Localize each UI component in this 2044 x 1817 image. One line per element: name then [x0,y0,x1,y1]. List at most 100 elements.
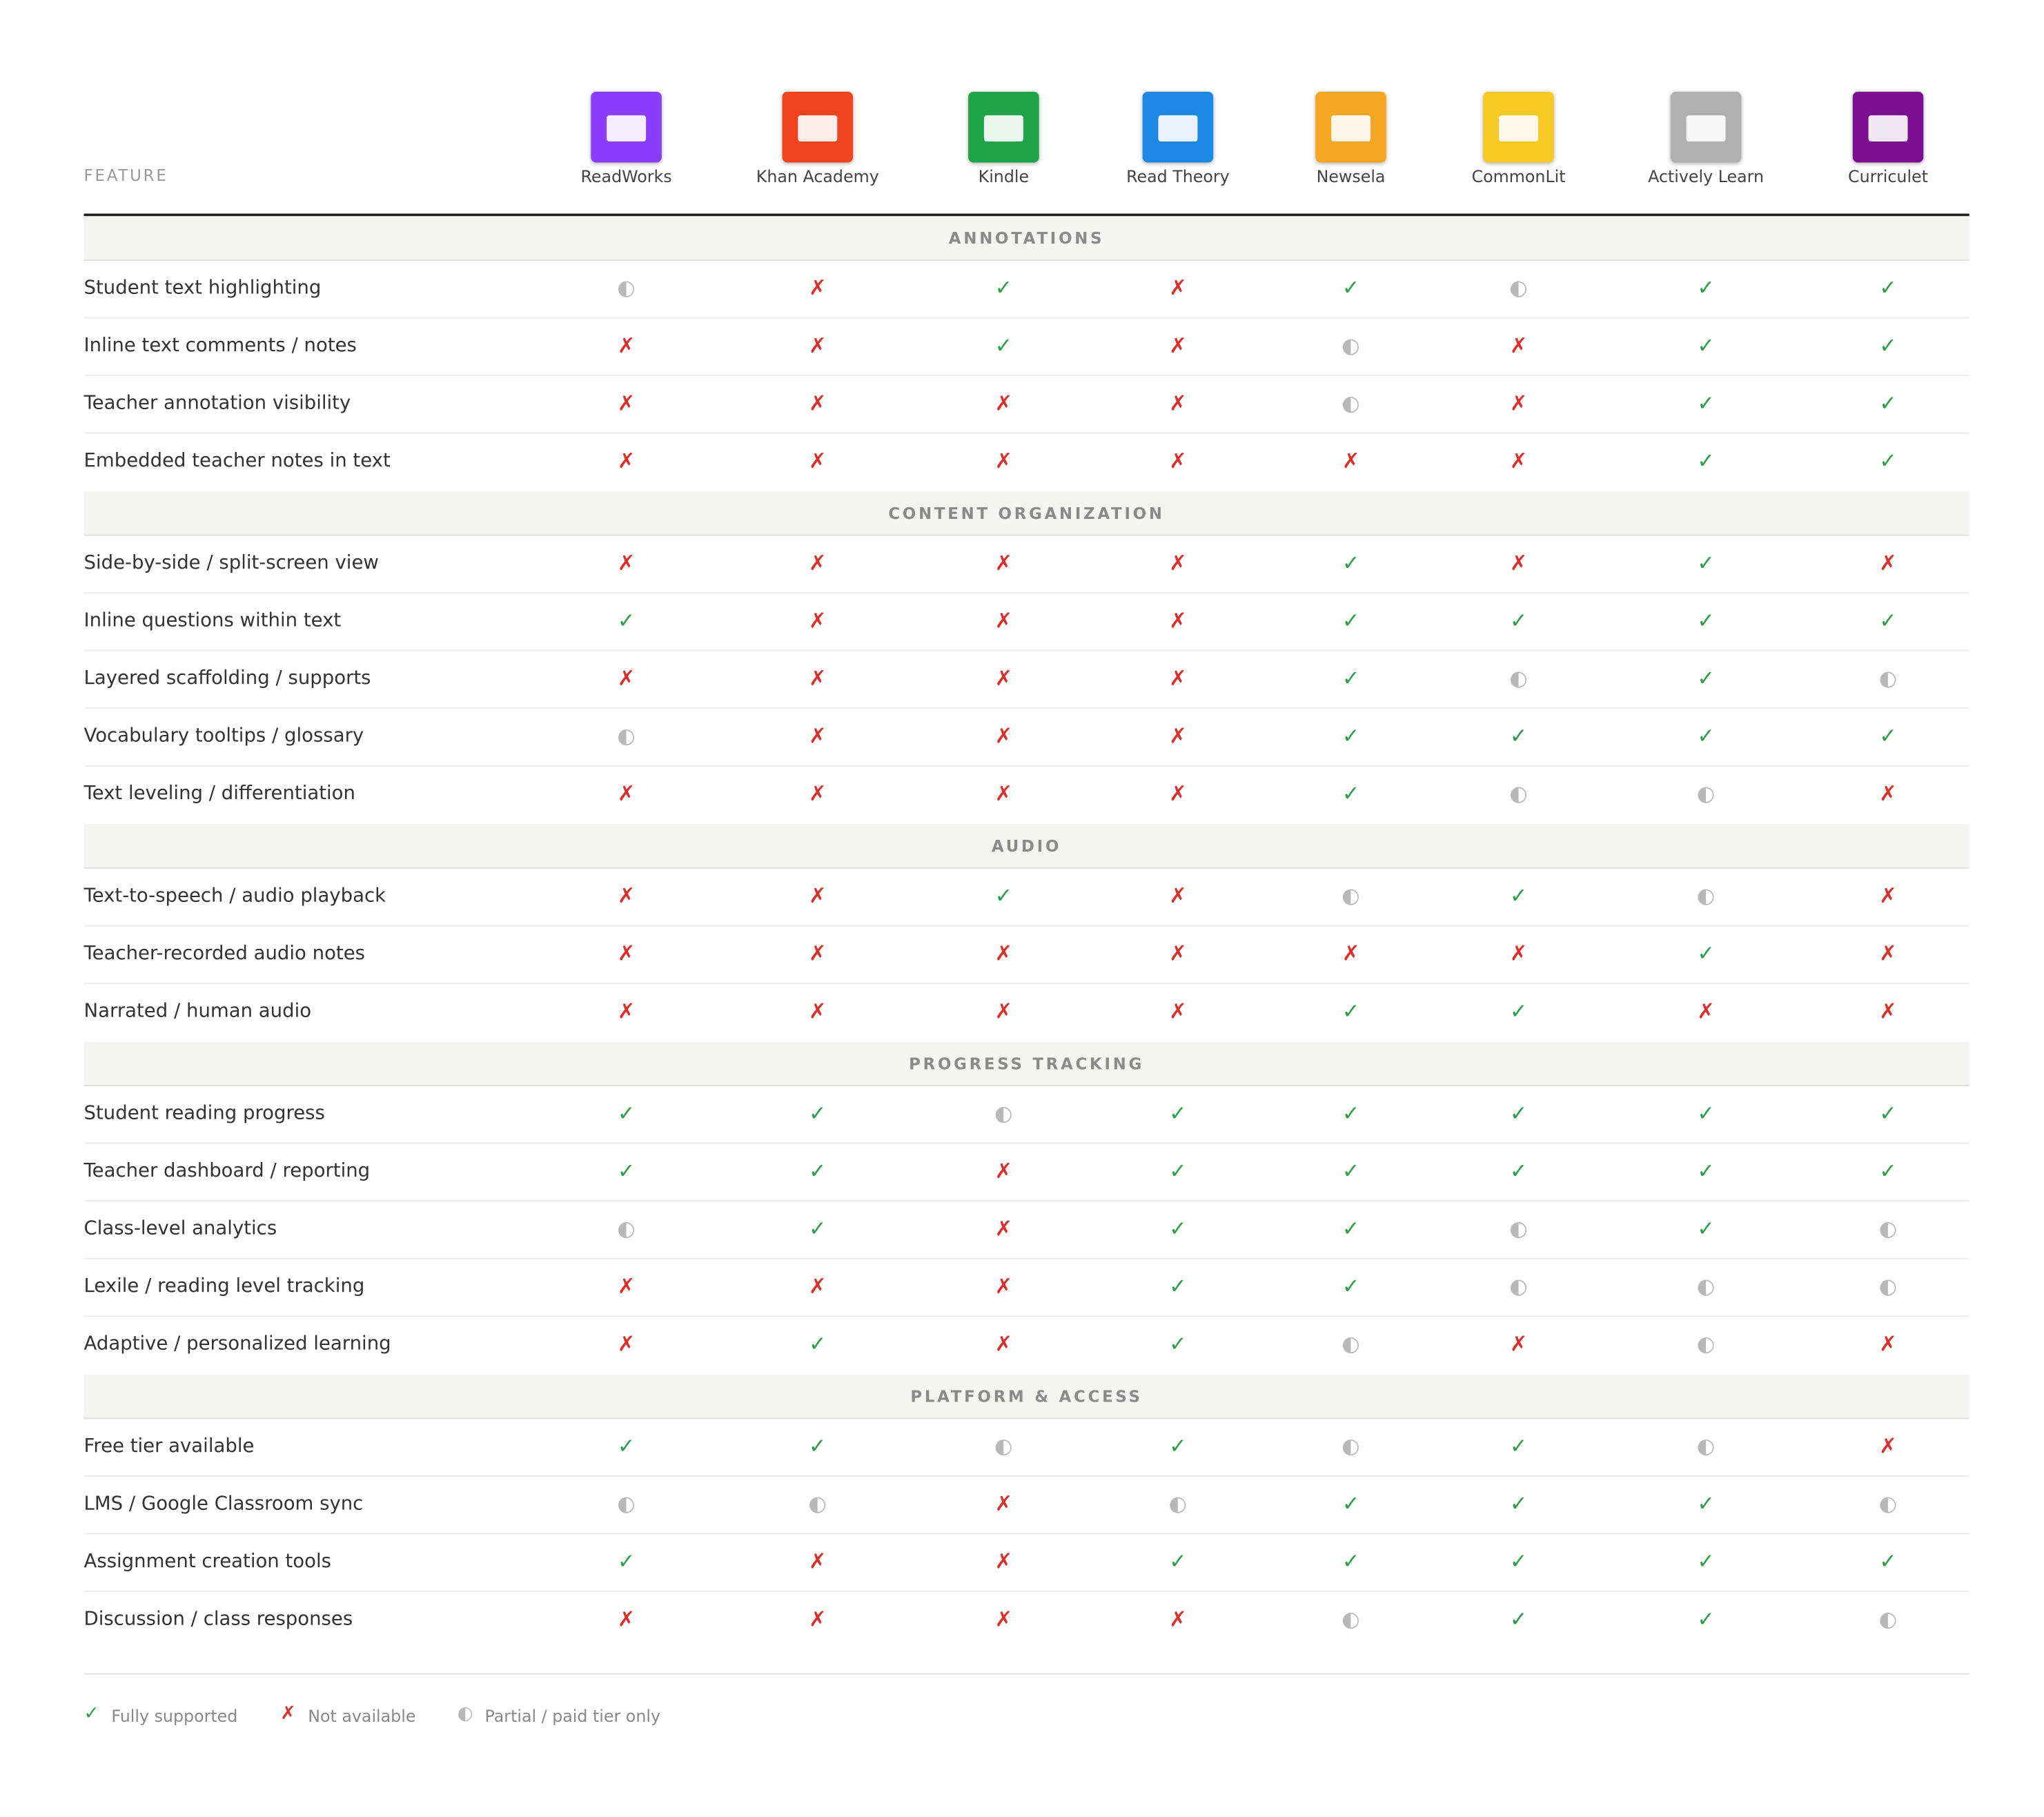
status-cell: ◐ [1342,333,1360,358]
header-rule [83,213,1969,217]
status-cell: ✓ [1879,607,1897,634]
row-rule [83,1591,1969,1592]
status-cell: ✓ [1879,1100,1897,1126]
row-rule [83,1533,1969,1535]
feature-name: Text leveling / differentiation [83,783,355,805]
status-cell: ✗ [617,883,636,908]
status-cell: ✓ [1342,1273,1360,1299]
status-cell: ◐ [808,1491,827,1516]
status-cell: ✗ [617,448,636,473]
legend-symbol: ◐ [457,1703,473,1725]
product-name: Read Theory [1126,166,1230,186]
product-logo [782,91,854,163]
status-cell: ✗ [617,941,636,966]
status-cell: ✓ [1697,448,1715,473]
status-cell: ✓ [809,1331,827,1357]
status-cell: ✓ [617,1158,636,1183]
status-cell: ✓ [1342,1158,1360,1183]
status-cell: ✓ [1342,1549,1360,1574]
status-cell: ✓ [1697,333,1715,358]
feature-name: Teacher annotation visibility [83,393,351,414]
status-cell: ✓ [1342,1215,1360,1241]
status-cell: ✗ [1342,448,1360,473]
product-logo [1483,91,1554,163]
status-cell: ◐ [1509,665,1528,691]
status-cell: ✗ [994,998,1013,1023]
status-cell: ✗ [1169,550,1187,576]
feature-name: Layered scaffolding / supports [83,668,371,689]
status-cell: ✗ [1509,941,1528,966]
product-logo [1670,91,1742,163]
status-cell: ✓ [1879,390,1897,415]
status-cell: ✗ [1169,998,1187,1023]
status-cell: ◐ [1878,1273,1898,1299]
status-cell: ◐ [1696,883,1716,908]
status-cell: ✗ [1169,607,1187,634]
status-cell: ✓ [1697,390,1715,415]
status-cell: ✗ [1169,275,1187,300]
status-cell: ✗ [809,883,827,908]
status-cell: ✗ [617,333,636,358]
status-cell: ◐ [1878,665,1898,691]
row-rule [83,375,1969,376]
status-cell: ✗ [994,550,1013,576]
status-cell: ◐ [1878,1491,1898,1516]
section-band [83,824,1969,869]
status-cell: ✗ [1879,780,1897,806]
status-cell: ✓ [1697,607,1715,634]
section-title: AUDIO [992,837,1062,856]
status-cell: ✗ [1169,941,1187,966]
status-cell: ✗ [809,1273,827,1299]
feature-name: LMS / Google Classroom sync [83,1493,364,1515]
status-cell: ✗ [994,1491,1013,1516]
row-rule [83,983,1969,984]
status-cell: ✓ [1879,448,1897,473]
status-cell: ✗ [994,1158,1013,1183]
status-cell: ✗ [809,333,827,358]
status-cell: ✓ [1509,1433,1528,1459]
status-cell: ✓ [1342,550,1360,576]
feature-name: Narrated / human audio [83,1001,312,1022]
row-rule [83,707,1969,709]
status-cell: ✓ [1879,333,1897,358]
feature-name: Embedded teacher notes in text [83,451,391,472]
status-cell: ✓ [1509,1100,1528,1126]
status-cell: ✗ [994,941,1013,966]
status-cell: ◐ [617,723,636,749]
status-cell: ✗ [809,998,827,1023]
row-rule [83,765,1969,767]
row-rule [83,432,1969,434]
status-cell: ✓ [1169,1433,1187,1459]
feature-name: Assignment creation tools [83,1551,332,1573]
product-logo [1852,91,1924,163]
status-cell: ✗ [1169,333,1187,358]
status-cell: ✗ [809,723,827,749]
status-cell: ✓ [809,1158,827,1183]
row-rule [83,1142,1969,1144]
status-cell: ✗ [617,390,636,415]
status-cell: ✗ [1342,941,1360,966]
status-cell: ✗ [1879,1433,1897,1459]
section-title: PROGRESS TRACKING [909,1054,1145,1074]
status-cell: ✗ [809,1549,827,1574]
feature-name: Student reading progress [83,1103,325,1125]
row-rule [83,1475,1969,1477]
legend-label: Partial / paid tier only [484,1706,661,1726]
status-cell: ✓ [1509,1158,1528,1183]
status-cell: ✓ [1509,1549,1528,1574]
feature-name: Class-level analytics [83,1218,277,1240]
status-cell: ✗ [809,1606,827,1631]
status-cell: ✗ [1879,883,1897,908]
status-cell: ✓ [994,275,1013,300]
status-cell: ✓ [1509,883,1528,908]
status-cell: ✓ [1342,275,1360,300]
product-name: Actively Learn [1648,166,1765,186]
status-cell: ✓ [1509,998,1528,1023]
status-cell: ✗ [1697,998,1715,1023]
status-cell: ✗ [1509,448,1528,473]
section-title: PLATFORM & ACCESS [910,1387,1143,1406]
status-cell: ✓ [1342,998,1360,1023]
status-cell: ◐ [1342,883,1360,908]
product-name: Kindle [978,166,1030,186]
